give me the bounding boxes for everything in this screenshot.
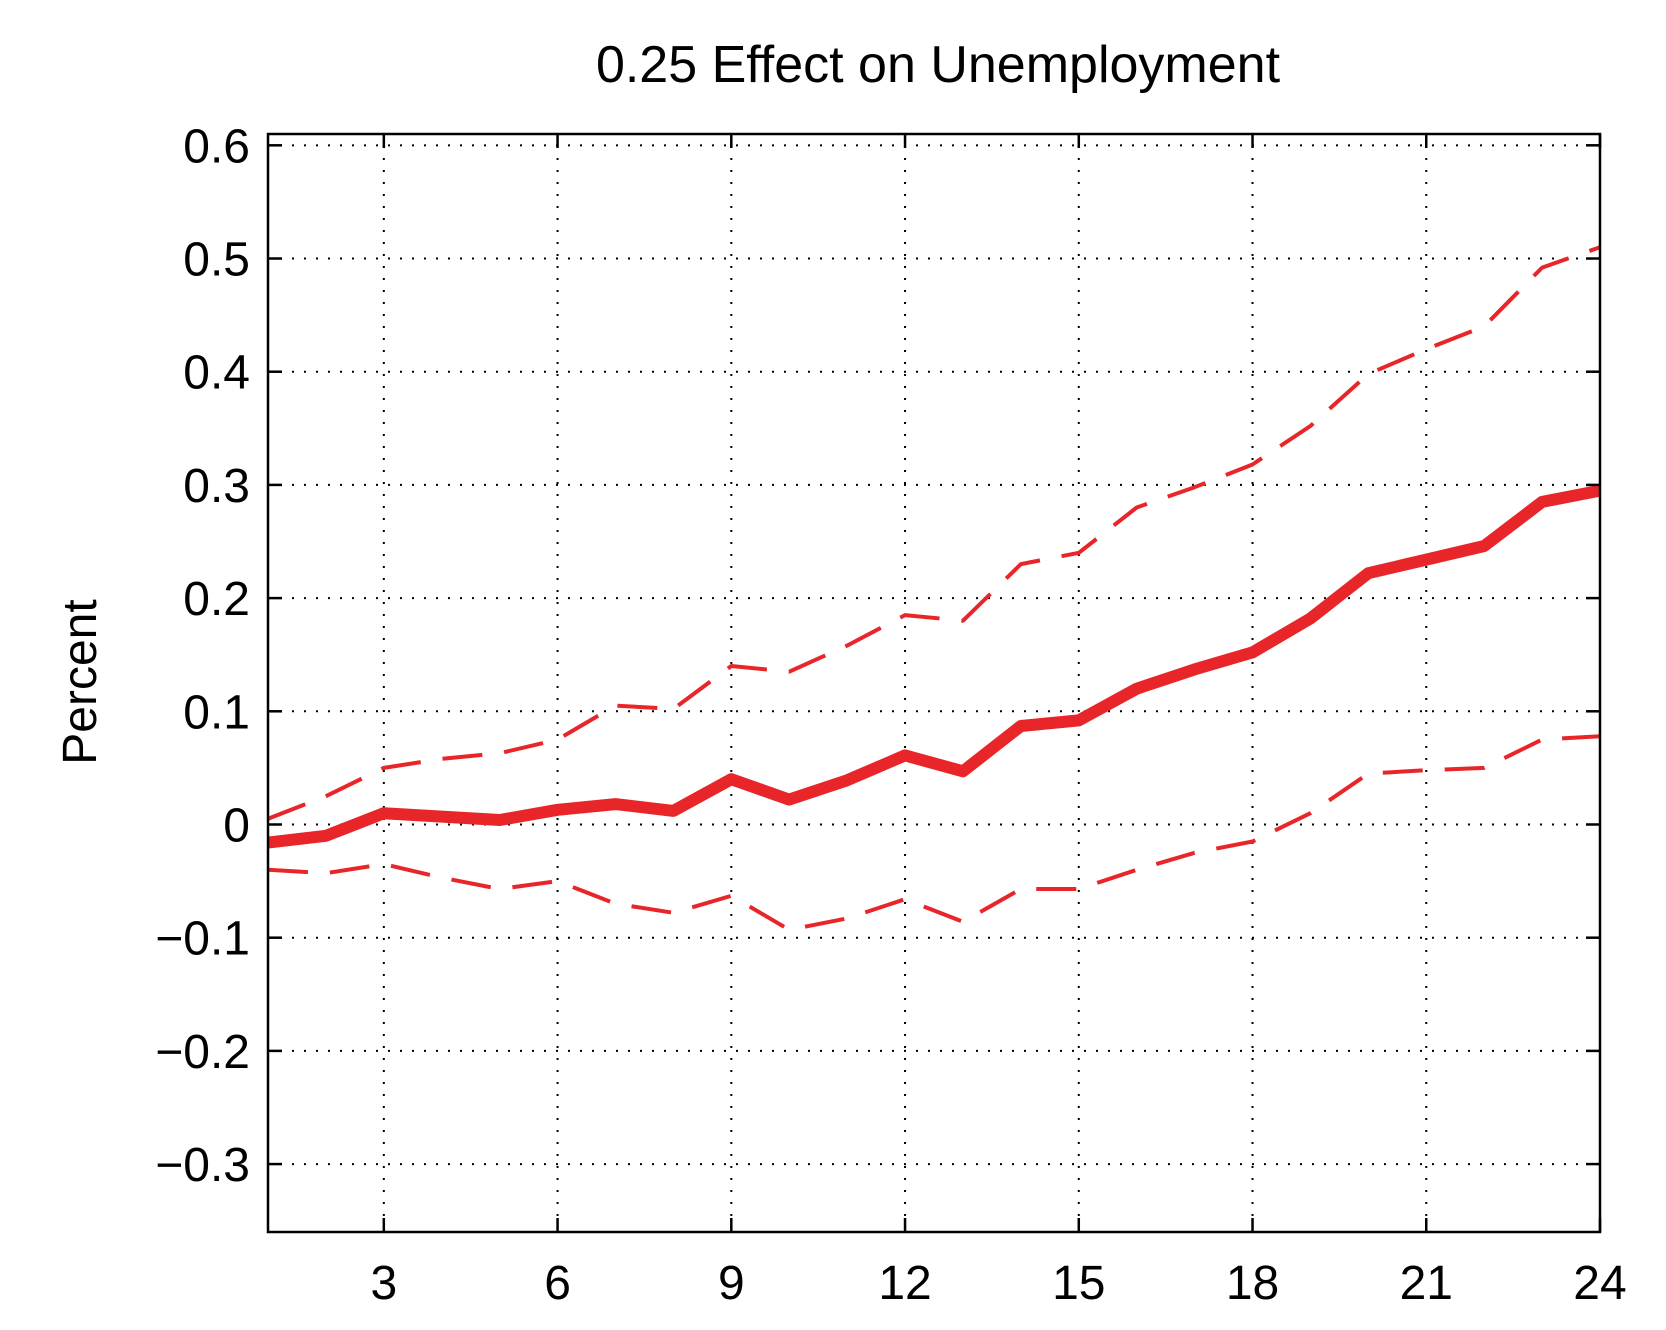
axis-tick-marks (268, 134, 1602, 1232)
series-lines (267, 245, 1602, 932)
chart-title: 0.25 Effect on Unemployment (596, 36, 1281, 94)
x-tick-label: 24 (1573, 1257, 1626, 1310)
plot-frame (266, 132, 1602, 1234)
x-tick-label: 3 (370, 1257, 397, 1310)
y-tick-label: 0.6 (183, 120, 250, 173)
y-tick-label: −0.3 (155, 1139, 250, 1192)
x-tick-label: 6 (544, 1257, 571, 1310)
point-estimate-line (267, 484, 1602, 849)
y-tick-label: 0.4 (183, 347, 250, 400)
confidence-band-line (267, 245, 1601, 821)
y-tick-label: 0.2 (183, 573, 250, 626)
confidence-band-line (267, 734, 1601, 932)
x-tick-label: 21 (1400, 1257, 1453, 1310)
y-tick-label: 0.5 (183, 234, 250, 287)
x-tick-label: 15 (1052, 1257, 1105, 1310)
y-tick-label: −0.2 (155, 1026, 250, 1079)
y-axis-label: Percent (54, 599, 107, 764)
y-tick-label: 0.1 (183, 686, 250, 739)
x-tick-label: 18 (1226, 1257, 1279, 1310)
x-tick-label: 12 (878, 1257, 931, 1310)
grid-lines (268, 134, 1600, 1232)
y-tick-label: 0.3 (183, 460, 250, 513)
x-axis-tick-labels: 3 6 9 12 15 18 21 24 (370, 1257, 1626, 1310)
y-tick-label: 0 (223, 799, 250, 852)
x-tick-label: 9 (718, 1257, 745, 1310)
y-axis-tick-labels: 0.6 0.5 0.4 0.3 0.2 0.1 0 −0.1 −0.2 −0.3 (155, 120, 250, 1192)
y-tick-label: −0.1 (155, 913, 250, 966)
